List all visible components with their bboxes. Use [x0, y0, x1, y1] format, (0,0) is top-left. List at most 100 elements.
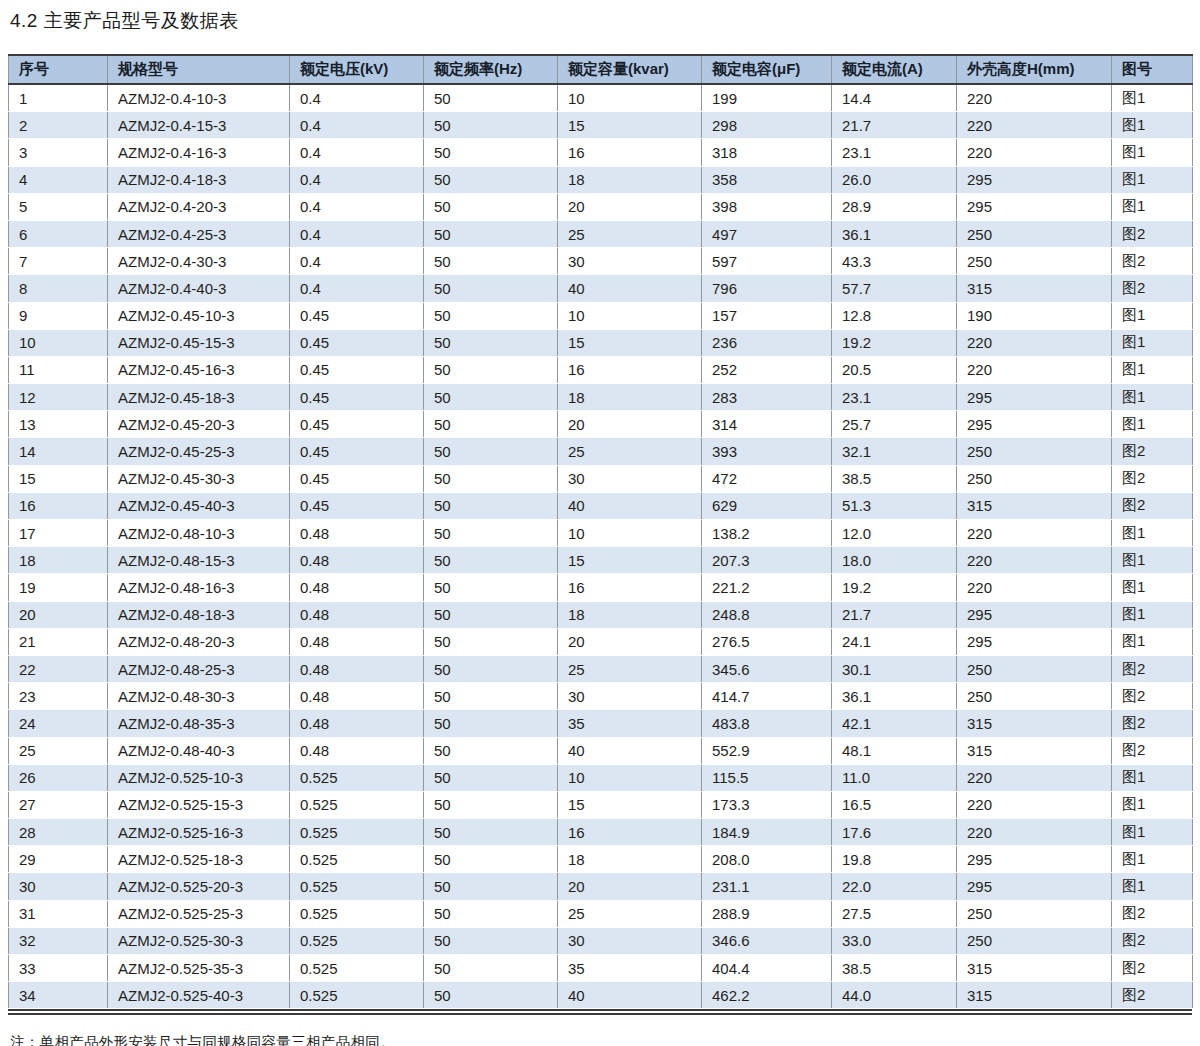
table-row: 31AZMJ2-0.525-25-30.5255025288.927.5250图…	[9, 900, 1193, 927]
table-row: 17AZMJ2-0.48-10-30.485010138.212.0220图1	[9, 520, 1193, 547]
table-cell: 图2	[1112, 655, 1193, 682]
table-cell: 17.6	[832, 819, 957, 846]
table-cell: 0.45	[290, 356, 424, 383]
table-cell: 50	[424, 710, 558, 737]
table-cell: 0.525	[290, 873, 424, 900]
table-cell: 25	[558, 900, 702, 927]
table-cell: 50	[424, 547, 558, 574]
table-cell: 19	[9, 574, 108, 601]
table-cell: 276.5	[702, 628, 832, 655]
table-row: 3AZMJ2-0.4-16-30.4501631823.1220图1	[9, 139, 1193, 166]
table-cell: 16	[558, 819, 702, 846]
table-cell: 0.45	[290, 411, 424, 438]
table-cell: 50	[424, 411, 558, 438]
table-cell: AZMJ2-0.525-35-3	[108, 955, 290, 982]
table-cell: 173.3	[702, 791, 832, 818]
table-cell: 345.6	[702, 655, 832, 682]
table-cell: 图1	[1112, 520, 1193, 547]
table-row: 34AZMJ2-0.525-40-30.5255040462.244.0315图…	[9, 982, 1193, 1009]
table-cell: 398	[702, 193, 832, 220]
table-cell: 220	[957, 356, 1112, 383]
table-cell: 15	[558, 329, 702, 356]
table-cell: AZMJ2-0.45-18-3	[108, 384, 290, 411]
table-cell: 0.45	[290, 384, 424, 411]
table-row: 26AZMJ2-0.525-10-30.5255010115.511.0220图…	[9, 764, 1193, 791]
table-cell: 288.9	[702, 900, 832, 927]
table-cell: 220	[957, 764, 1112, 791]
table-cell: 0.525	[290, 900, 424, 927]
table-cell: 346.6	[702, 927, 832, 954]
table-cell: 50	[424, 655, 558, 682]
table-cell: 3	[9, 139, 108, 166]
table-cell: 30	[9, 873, 108, 900]
table-row: 8AZMJ2-0.4-40-30.4504079657.7315图2	[9, 275, 1193, 302]
table-cell: 358	[702, 166, 832, 193]
footnote: 注：单相产品外形安装尺寸与同规格同容量三相产品相同。	[10, 1033, 1200, 1046]
table-cell: 30	[558, 683, 702, 710]
table-cell: 0.525	[290, 819, 424, 846]
table-cell: 50	[424, 683, 558, 710]
table-row: 4AZMJ2-0.4-18-30.4501835826.0295图1	[9, 166, 1193, 193]
table-cell: 50	[424, 791, 558, 818]
table-cell: 318	[702, 139, 832, 166]
table-cell: 184.9	[702, 819, 832, 846]
table-cell: 图2	[1112, 438, 1193, 465]
table-cell: 7	[9, 248, 108, 275]
table-cell: 图2	[1112, 683, 1193, 710]
table-row: 13AZMJ2-0.45-20-30.45502031425.7295图1	[9, 411, 1193, 438]
table-cell: AZMJ2-0.48-15-3	[108, 547, 290, 574]
table-cell: 40	[558, 275, 702, 302]
table-cell: 图1	[1112, 601, 1193, 628]
table-cell: 295	[957, 628, 1112, 655]
table-cell: 21	[9, 628, 108, 655]
table-cell: 597	[702, 248, 832, 275]
table-cell: 图1	[1112, 139, 1193, 166]
table-cell: 0.48	[290, 655, 424, 682]
table-cell: 43.3	[832, 248, 957, 275]
table-cell: 315	[957, 492, 1112, 519]
table-cell: 50	[424, 275, 558, 302]
table-cell: 图2	[1112, 955, 1193, 982]
table-cell: 50	[424, 873, 558, 900]
table-cell: 199	[702, 84, 832, 112]
table-cell: 220	[957, 84, 1112, 112]
table-row: 11AZMJ2-0.45-16-30.45501625220.5220图1	[9, 356, 1193, 383]
table-cell: 50	[424, 927, 558, 954]
table-cell: 图1	[1112, 166, 1193, 193]
table-cell: 220	[957, 520, 1112, 547]
table-cell: 250	[957, 220, 1112, 247]
table-row: 22AZMJ2-0.48-25-30.485025345.630.1250图2	[9, 655, 1193, 682]
table-cell: 32	[9, 927, 108, 954]
table-cell: 115.5	[702, 764, 832, 791]
table-cell: 0.4	[290, 84, 424, 112]
table-cell: 0.525	[290, 955, 424, 982]
table-cell: 30.1	[832, 655, 957, 682]
table-cell: 图1	[1112, 764, 1193, 791]
table-cell: 图2	[1112, 900, 1193, 927]
table-cell: 12.8	[832, 302, 957, 329]
table-cell: 0.45	[290, 492, 424, 519]
table-cell: 295	[957, 873, 1112, 900]
table-cell: AZMJ2-0.45-20-3	[108, 411, 290, 438]
table-cell: 315	[957, 710, 1112, 737]
table-cell: 4	[9, 166, 108, 193]
table-cell: 15	[558, 547, 702, 574]
table-cell: 208.0	[702, 846, 832, 873]
table-cell: 图1	[1112, 193, 1193, 220]
table-row: 25AZMJ2-0.48-40-30.485040552.948.1315图2	[9, 737, 1193, 764]
table-cell: 50	[424, 329, 558, 356]
table-cell: 220	[957, 574, 1112, 601]
table-cell: 17	[9, 520, 108, 547]
column-header: 规格型号	[108, 55, 290, 84]
table-cell: 18	[9, 547, 108, 574]
table-cell: 0.48	[290, 628, 424, 655]
table-cell: 50	[424, 900, 558, 927]
table-cell: 50	[424, 520, 558, 547]
table-cell: 10	[558, 520, 702, 547]
table-cell: 0.4	[290, 248, 424, 275]
table-cell: 21.7	[832, 112, 957, 139]
table-cell: AZMJ2-0.45-25-3	[108, 438, 290, 465]
table-cell: 5	[9, 193, 108, 220]
table-cell: 50	[424, 764, 558, 791]
table-cell: 图1	[1112, 791, 1193, 818]
